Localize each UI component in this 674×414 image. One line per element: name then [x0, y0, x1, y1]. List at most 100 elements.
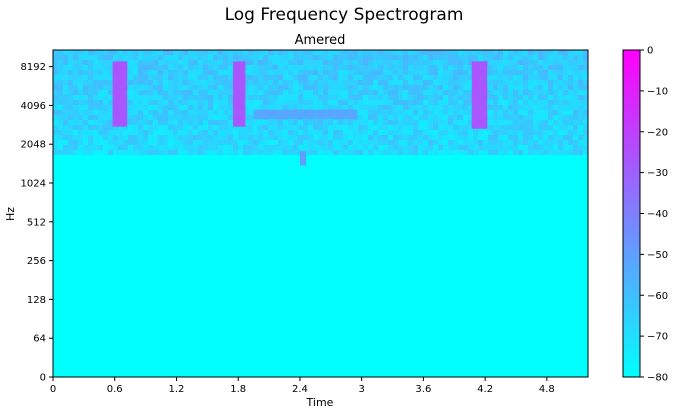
noise-cell — [298, 145, 303, 150]
noise-cell — [188, 115, 193, 120]
noise-cell — [508, 75, 513, 80]
noise-cell — [108, 150, 113, 155]
noise-cell — [203, 85, 208, 90]
noise-cell — [393, 95, 398, 100]
noise-cell — [253, 50, 258, 55]
noise-cell — [548, 105, 553, 110]
noise-cell — [408, 75, 413, 80]
noise-cell — [518, 65, 523, 70]
noise-cell — [63, 55, 68, 60]
noise-cell — [263, 100, 268, 105]
noise-cell — [238, 140, 243, 145]
noise-cell — [508, 95, 513, 100]
noise-cell — [563, 150, 568, 155]
noise-cell — [68, 150, 73, 155]
noise-cell — [303, 105, 308, 110]
noise-cell — [338, 65, 343, 70]
noise-cell — [253, 60, 258, 65]
noise-cell — [423, 120, 428, 125]
noise-cell — [578, 145, 583, 150]
noise-cell — [103, 95, 108, 100]
noise-cell — [348, 120, 353, 125]
noise-cell — [178, 145, 183, 150]
noise-cell — [448, 135, 453, 140]
x-tick-label: 0.6 — [107, 384, 123, 395]
noise-cell — [53, 115, 58, 120]
noise-cell — [138, 150, 143, 155]
noise-cell — [308, 125, 313, 130]
noise-cell — [393, 60, 398, 65]
noise-cell — [558, 65, 563, 70]
noise-cell — [278, 100, 283, 105]
noise-cell — [138, 115, 143, 120]
noise-cell — [393, 70, 398, 75]
noise-cell — [148, 90, 153, 95]
noise-cell — [538, 95, 543, 100]
noise-cell — [568, 135, 573, 140]
noise-cell — [428, 85, 433, 90]
noise-cell — [133, 60, 138, 65]
noise-cell — [448, 120, 453, 125]
noise-cell — [158, 90, 163, 95]
noise-cell — [253, 120, 258, 125]
noise-cell — [418, 135, 423, 140]
noise-cell — [53, 55, 58, 60]
noise-cell — [68, 95, 73, 100]
noise-cell — [508, 60, 513, 65]
noise-cell — [443, 75, 448, 80]
noise-cell — [383, 145, 388, 150]
noise-cell — [443, 120, 448, 125]
noise-cell — [128, 130, 133, 135]
noise-cell — [453, 90, 458, 95]
noise-cell — [388, 135, 393, 140]
noise-cell — [178, 115, 183, 120]
noise-cell — [523, 145, 528, 150]
noise-cell — [518, 105, 523, 110]
noise-cell — [283, 90, 288, 95]
noise-cell — [188, 120, 193, 125]
noise-cell — [213, 70, 218, 75]
noise-cell — [228, 75, 233, 80]
noise-cell — [283, 80, 288, 85]
noise-cell — [58, 115, 63, 120]
noise-cell — [163, 150, 168, 155]
noise-cell — [128, 125, 133, 130]
noise-cell — [543, 80, 548, 85]
noise-cell — [233, 130, 238, 135]
noise-cell — [298, 70, 303, 75]
noise-cell — [208, 70, 213, 75]
noise-cell — [388, 95, 393, 100]
noise-cell — [578, 55, 583, 60]
noise-cell — [198, 135, 203, 140]
noise-cell — [133, 150, 138, 155]
noise-cell — [238, 150, 243, 155]
noise-cell — [518, 50, 523, 55]
noise-cell — [188, 145, 193, 150]
noise-cell — [433, 145, 438, 150]
noise-cell — [353, 95, 358, 100]
noise-cell — [173, 145, 178, 150]
noise-cell — [553, 85, 558, 90]
noise-cell — [463, 115, 468, 120]
noise-cell — [553, 90, 558, 95]
noise-cell — [348, 105, 353, 110]
noise-cell — [83, 65, 88, 70]
noise-cell — [98, 55, 103, 60]
noise-cell — [443, 125, 448, 130]
noise-cell — [528, 95, 533, 100]
noise-cell — [393, 120, 398, 125]
noise-cell — [298, 55, 303, 60]
noise-cell — [263, 105, 268, 110]
noise-cell — [358, 110, 363, 115]
noise-cell — [173, 120, 178, 125]
noise-cell — [458, 90, 463, 95]
noise-cell — [283, 75, 288, 80]
noise-cell — [133, 90, 138, 95]
noise-cell — [433, 110, 438, 115]
noise-cell — [253, 150, 258, 155]
noise-cell — [338, 125, 343, 130]
noise-cell — [408, 100, 413, 105]
noise-cell — [273, 65, 278, 70]
noise-cell — [308, 90, 313, 95]
noise-cell — [53, 140, 58, 145]
